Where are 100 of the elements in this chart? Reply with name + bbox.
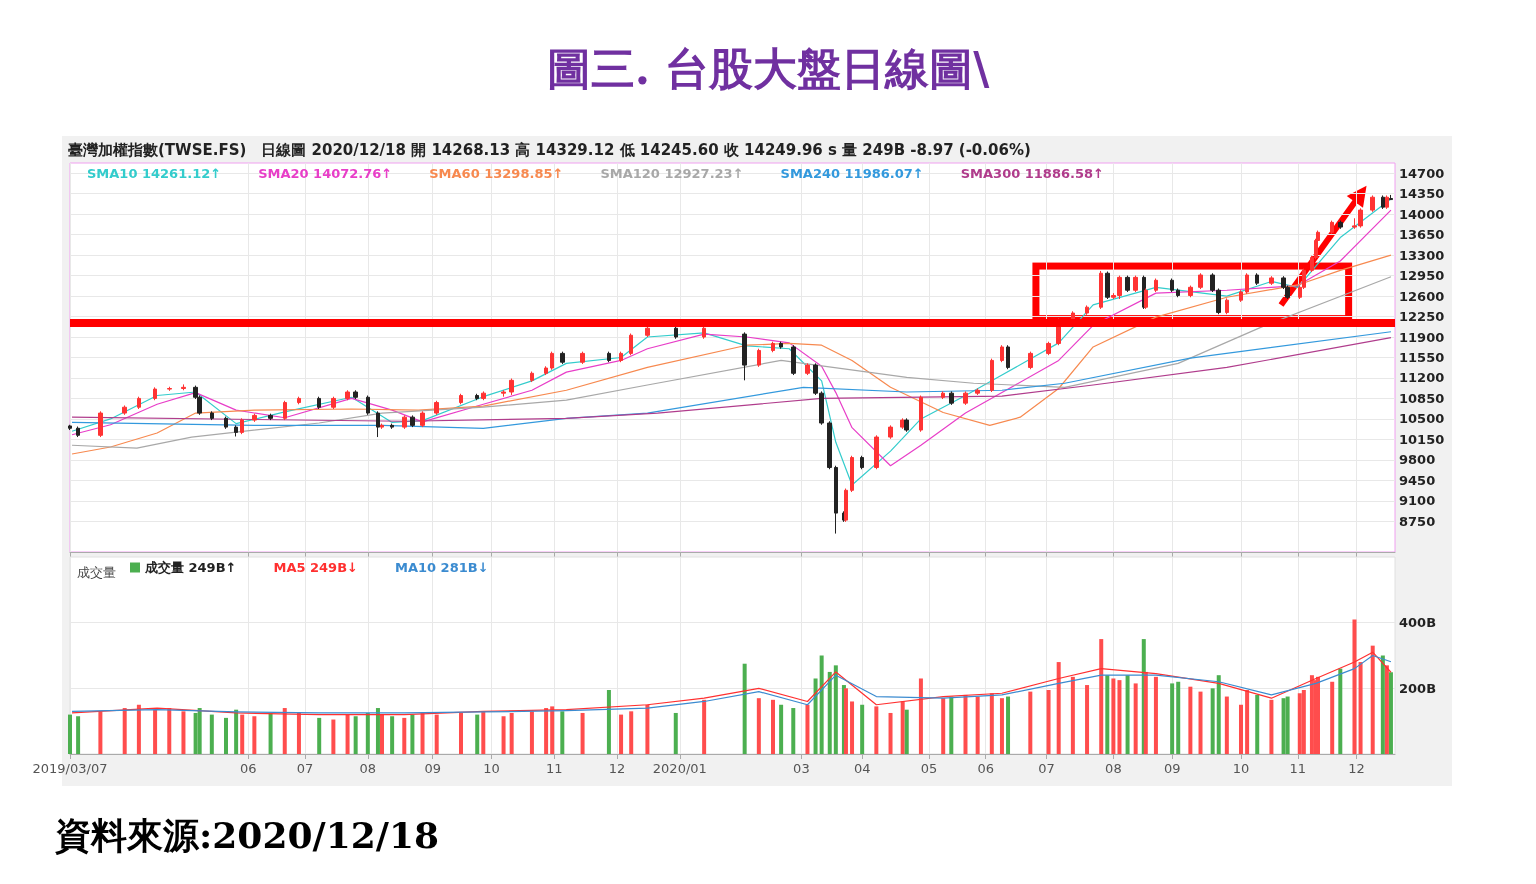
bar <box>1210 688 1215 754</box>
bar <box>1269 699 1274 754</box>
y-tick-label: 10500 <box>1399 411 1445 427</box>
candlestick <box>122 404 127 416</box>
bar <box>860 704 865 754</box>
text: MA5 249B↓ <box>273 560 358 575</box>
bar <box>742 663 747 754</box>
x-tick-label: 12 <box>608 761 626 776</box>
bar <box>1188 686 1193 754</box>
chart-subtitle: 臺灣加權指數(TWSE.FS) 日線圖 2020/12/18 開 14268.13 高 14329.12 低 14245.60 收 14249.96 s 量 249B -8.97 (-0.06%) <box>68 141 1031 160</box>
candlestick <box>331 396 336 410</box>
candlestick <box>509 378 514 396</box>
candlestick <box>963 390 968 406</box>
bar <box>365 712 370 754</box>
bar <box>459 712 464 754</box>
bar <box>813 678 818 754</box>
bar <box>999 698 1004 754</box>
bar <box>529 711 534 754</box>
x-tick-label: 03 <box>793 761 810 776</box>
y-tick-label: 12950 <box>1399 268 1445 284</box>
candlestick <box>771 341 775 353</box>
candlestick <box>530 371 534 383</box>
chart-title: 圖三. 台股大盤日線圖\ <box>545 42 991 96</box>
text: MA10 281B↓ <box>394 560 489 575</box>
bar <box>1070 676 1075 754</box>
bar <box>1117 680 1122 754</box>
candlestick <box>888 424 893 440</box>
bar <box>240 714 245 754</box>
bar <box>904 709 909 754</box>
candlestick <box>1125 275 1130 293</box>
candlestick <box>297 396 301 405</box>
bar <box>1216 675 1221 754</box>
bar <box>317 717 322 754</box>
candlestick <box>1028 351 1033 370</box>
candlestick <box>560 351 565 365</box>
candlestick <box>629 333 633 356</box>
bar <box>1111 678 1116 754</box>
candlestick <box>990 358 994 393</box>
bar <box>580 712 585 754</box>
candlestick <box>167 386 172 392</box>
bar <box>181 711 186 754</box>
x-tick-label: 09 <box>1163 761 1181 776</box>
candlestick <box>1245 272 1249 295</box>
candlestick <box>68 424 72 431</box>
x-tick-label: 05 <box>920 761 938 776</box>
y-tick-label: 12250 <box>1399 309 1445 325</box>
bar <box>756 698 761 754</box>
bar <box>475 714 480 754</box>
y-tick-label: 400B <box>1399 615 1437 631</box>
y-tick-label: 9800 <box>1399 452 1436 468</box>
bar <box>900 701 905 754</box>
candlestick <box>1255 272 1259 286</box>
x-tick-label: 07 <box>1038 761 1055 776</box>
candlestick <box>1330 220 1334 235</box>
candlestick <box>481 390 486 401</box>
candlestick <box>674 326 678 340</box>
bar <box>629 711 634 754</box>
candlestick <box>919 395 923 433</box>
bar <box>941 698 946 754</box>
bar <box>268 712 273 754</box>
bar <box>1245 689 1250 754</box>
text: SMA20 14072.76↑ <box>258 166 393 181</box>
bar <box>380 714 384 754</box>
bar <box>550 706 555 754</box>
candlestick <box>283 400 287 421</box>
bar <box>1176 681 1181 754</box>
bar <box>1380 655 1385 754</box>
bar <box>1285 696 1290 754</box>
candlestick <box>757 348 761 368</box>
candlestick <box>1105 271 1110 300</box>
x-tick-label: 08 <box>1105 761 1122 776</box>
bar <box>1046 689 1051 754</box>
x-tick-label: 12 <box>1348 761 1365 776</box>
candlestick <box>402 414 407 430</box>
candlestick <box>76 426 80 438</box>
text: 成交量 <box>77 565 116 580</box>
x-tick-label: 11 <box>545 761 563 776</box>
bar <box>1281 698 1286 754</box>
candlestick <box>580 351 585 365</box>
bar <box>1316 676 1321 754</box>
bar <box>1133 683 1138 754</box>
bar <box>153 709 158 754</box>
bar <box>771 699 776 754</box>
x-tick-label: 09 <box>424 761 441 776</box>
candlestick <box>949 390 954 406</box>
candlestick <box>975 388 980 396</box>
bar <box>197 708 202 754</box>
candlestick <box>742 331 747 381</box>
bar <box>410 714 415 754</box>
candlestick <box>390 423 394 430</box>
bar <box>949 696 954 754</box>
x-tick-label: 10 <box>483 761 500 776</box>
x-tick-label: 10 <box>1232 761 1250 776</box>
candlestick <box>137 396 141 410</box>
bar <box>136 704 141 754</box>
candlestick <box>317 396 321 410</box>
bar <box>1388 672 1393 754</box>
bar <box>1099 639 1104 754</box>
candlestick <box>1154 278 1158 293</box>
candlestick <box>420 410 425 428</box>
